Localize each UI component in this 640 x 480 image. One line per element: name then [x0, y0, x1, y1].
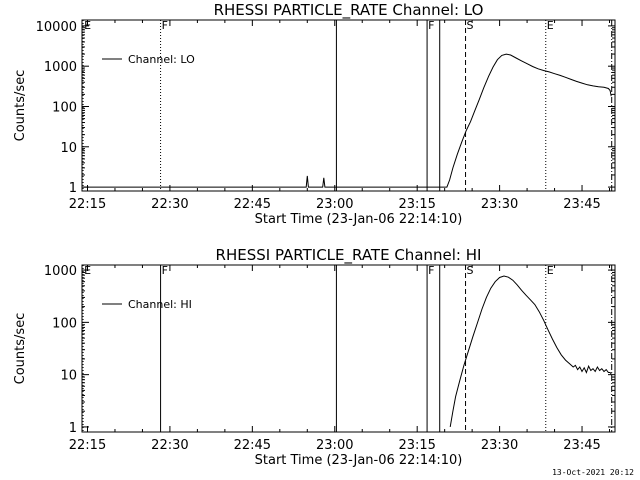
y-tick-label: 10	[60, 141, 77, 156]
x-tick-label: 23:15	[398, 438, 435, 453]
x-tick-label: 22:30	[151, 438, 188, 453]
y-tick-label: 100	[52, 316, 77, 331]
event-marker-label: E	[84, 19, 91, 32]
event-marker-label: E	[547, 264, 554, 277]
y-axis-label: Counts/sec	[13, 313, 28, 385]
footer-date: 13-Oct-2021 20:12	[552, 468, 634, 477]
series-line	[449, 275, 612, 427]
legend-label: Channel: HI	[128, 298, 192, 311]
x-tick-label: 23:30	[481, 197, 518, 212]
x-axis-label: Start Time (23-Jan-06 22:14:10)	[255, 212, 463, 227]
y-tick-label: 1000	[44, 60, 77, 75]
event-marker-label: S	[467, 264, 474, 277]
y-axis-label: Counts/sec	[13, 70, 28, 142]
x-tick-label: 22:30	[151, 197, 188, 212]
event-marker-label: F	[428, 19, 434, 32]
event-marker-label: E	[547, 19, 554, 32]
x-tick-label: 22:15	[69, 438, 106, 453]
event-marker-label: S	[467, 19, 474, 32]
x-tick-label: 22:45	[234, 197, 271, 212]
y-tick-label: 1	[69, 421, 77, 436]
plot-frame	[81, 19, 616, 192]
y-tick-label: 10000	[36, 20, 77, 35]
y-tick-label: 1000	[44, 264, 77, 279]
event-marker-label: E	[84, 264, 91, 277]
series-line	[83, 53, 612, 188]
x-tick-label: 23:45	[563, 438, 600, 453]
y-tick-label: 100	[52, 100, 77, 115]
x-tick-label: 22:45	[234, 438, 271, 453]
x-axis-label: Start Time (23-Jan-06 22:14:10)	[255, 453, 463, 468]
x-tick-label: 23:00	[316, 197, 353, 212]
y-tick-label: 10	[60, 369, 77, 384]
event-marker-label: F	[162, 264, 168, 277]
x-tick-label: 23:45	[563, 197, 600, 212]
plot-frame	[81, 264, 616, 433]
event-marker-label: F	[428, 264, 434, 277]
chart-title: RHESSI PARTICLE_RATE Channel: HI	[216, 246, 482, 265]
legend-label: Channel: LO	[128, 53, 195, 66]
x-tick-label: 22:15	[69, 197, 106, 212]
chart-title: RHESSI PARTICLE_RATE Channel: LO	[214, 1, 484, 20]
y-tick-label: 1	[69, 181, 77, 196]
x-tick-label: 23:15	[398, 197, 435, 212]
event-marker-label: F	[162, 19, 168, 32]
x-tick-label: 23:00	[316, 438, 353, 453]
x-tick-label: 23:30	[481, 438, 518, 453]
